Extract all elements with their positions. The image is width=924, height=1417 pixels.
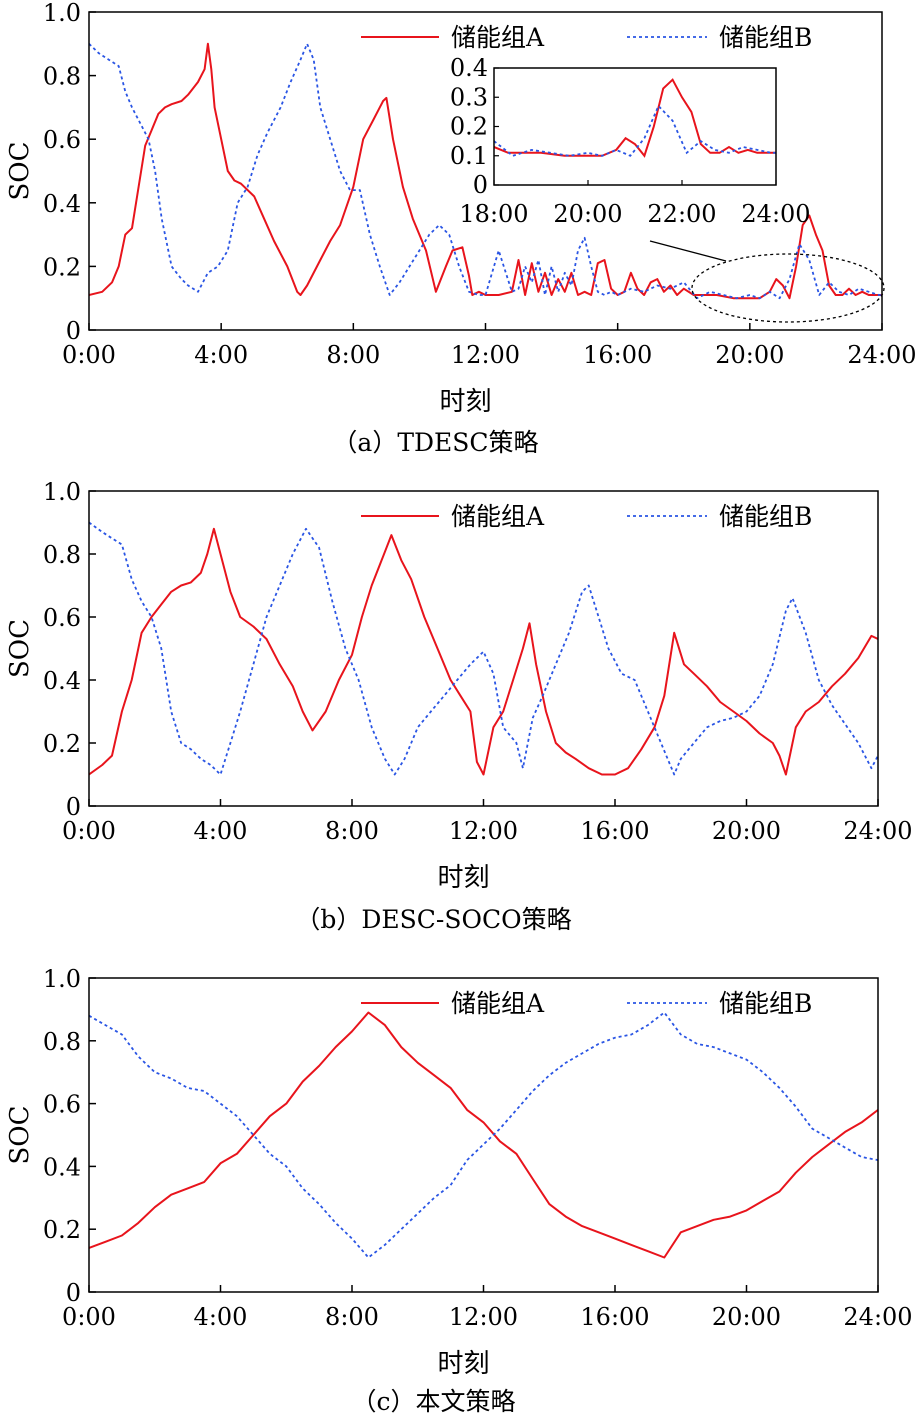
x-tick-label: 20:00 <box>712 817 781 845</box>
y-tick-label: 0.6 <box>43 126 81 154</box>
x-tick-label: 24:00 <box>843 817 912 845</box>
inset-background <box>494 68 776 185</box>
inset-x-tick-label: 20:00 <box>553 200 622 228</box>
inset-chart: 18:00 20:00 22:00 24:00 00.10.20.30.4 <box>450 54 811 228</box>
zoom-ellipse <box>691 253 885 323</box>
y-tick-label: 0.8 <box>43 541 81 569</box>
x-tick-label: 24:00 <box>847 341 916 369</box>
chart-panel-1: 0:00 4:00 8:00 12:00 16:00 20:00 24:0000.20.40… <box>5 0 917 457</box>
y-tick-label: 1.0 <box>43 0 81 27</box>
y-tick-label: 0.4 <box>43 667 81 695</box>
y-axis-label: SOC <box>5 141 35 200</box>
series-line-a <box>89 1011 878 1259</box>
y-tick-label: 0.2 <box>43 253 81 281</box>
inset-x-tick-label: 22:00 <box>647 200 716 228</box>
x-axis-label: 时刻 <box>439 387 491 417</box>
series-line-b <box>89 521 878 776</box>
series-line-a <box>89 42 882 300</box>
y-tick-label: 0.4 <box>43 1153 81 1181</box>
x-tick-label: 4:00 <box>194 1303 248 1331</box>
panel-caption: （c）本文策略 <box>351 1387 515 1416</box>
x-tick-label: 16:00 <box>580 817 649 845</box>
legend-label-a: 储能组A <box>451 989 545 1018</box>
y-tick-label: 0.8 <box>43 63 81 91</box>
series-line-b <box>89 1011 878 1259</box>
x-tick-label: 8:00 <box>326 341 380 369</box>
inset-y-tick-label: 0.2 <box>450 113 488 141</box>
x-tick-label: 12:00 <box>449 817 518 845</box>
inset-y-tick-label: 0.4 <box>450 54 488 82</box>
legend-label-b: 储能组B <box>719 502 812 531</box>
inset-series-line-b <box>494 104 776 157</box>
inset-y-tick-label: 0.3 <box>450 83 488 111</box>
x-tick-label: 12:00 <box>449 1303 518 1331</box>
x-tick-label: 20:00 <box>712 1303 781 1331</box>
inset-y-tick-label: 0 <box>473 171 488 199</box>
x-tick-label: 24:00 <box>843 1303 912 1331</box>
plot-frame <box>88 977 879 1293</box>
x-tick-label: 0:00 <box>62 817 116 845</box>
y-tick-label: 0.8 <box>43 1028 81 1056</box>
y-tick-label: 0 <box>66 793 81 821</box>
y-tick-label: 0 <box>66 317 81 345</box>
y-axis-label: SOC <box>5 1105 35 1164</box>
x-tick-label: 20:00 <box>715 341 784 369</box>
x-tick-label: 0:00 <box>62 341 116 369</box>
legend-label-b: 储能组B <box>719 989 812 1018</box>
inset-x-tick-label: 18:00 <box>459 200 528 228</box>
series-line-a <box>89 527 878 776</box>
y-tick-label: 0.2 <box>43 1216 81 1244</box>
inset-y-tick-label: 0.1 <box>450 142 488 170</box>
x-tick-label: 16:00 <box>580 1303 649 1331</box>
legend-label-a: 储能组A <box>451 23 545 52</box>
zoom-leader-line <box>649 240 727 262</box>
y-tick-label: 0 <box>66 1279 81 1307</box>
x-tick-label: 16:00 <box>583 341 652 369</box>
y-tick-label: 0.6 <box>43 604 81 632</box>
panel-caption: （a）TDESC策略 <box>332 428 538 457</box>
inset-x-tick-label: 24:00 <box>741 200 810 228</box>
y-axis-label: SOC <box>5 619 35 678</box>
chart-panel-3: 0:00 4:00 8:00 12:00 16:00 20:00 24:00 0 0.2 0.4 0… <box>5 965 913 1416</box>
y-tick-label: 0.6 <box>43 1091 81 1119</box>
x-tick-label: 8:00 <box>325 1303 379 1331</box>
x-tick-label: 12:00 <box>451 341 520 369</box>
y-tick-label: 0.2 <box>43 730 81 758</box>
inset-series-line-a <box>494 78 776 158</box>
x-tick-label: 4:00 <box>194 817 248 845</box>
x-axis-label: 时刻 <box>437 863 489 893</box>
x-tick-label: 0:00 <box>62 1303 116 1331</box>
x-axis-label: 时刻 <box>437 1349 489 1379</box>
panel-caption: （b）DESC-SOCO策略 <box>295 905 571 934</box>
x-tick-label: 4:00 <box>194 341 248 369</box>
y-tick-label: 1.0 <box>43 965 81 993</box>
y-tick-label: 1.0 <box>43 478 81 506</box>
legend-label-a: 储能组A <box>451 502 545 531</box>
legend-label-b: 储能组B <box>719 23 812 52</box>
x-tick-label: 8:00 <box>325 817 379 845</box>
y-tick-label: 0.4 <box>43 190 81 218</box>
chart-panel-2: 0:00 4:00 8:00 12:00 16:00 20:00 24:00 0 0.2 0.4 0… <box>5 478 913 934</box>
plot-frame <box>88 490 879 807</box>
series-line-b <box>89 42 882 300</box>
